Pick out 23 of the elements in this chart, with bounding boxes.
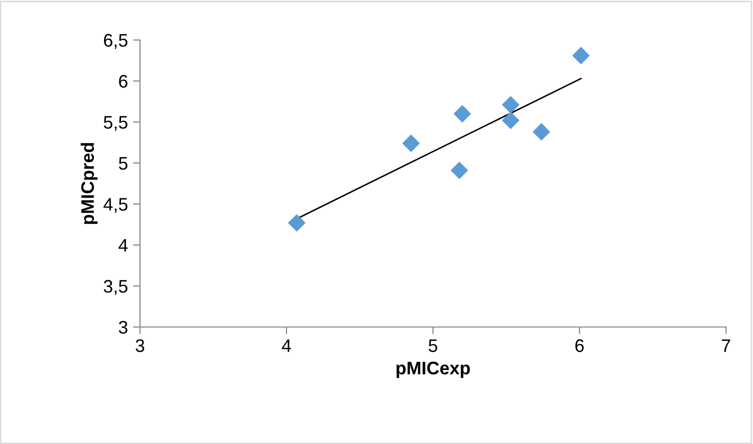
x-tick-label: 3 <box>136 339 144 352</box>
x-tick-label: 6 <box>575 339 584 352</box>
y-tick-label: 6 <box>119 74 128 88</box>
y-tick-label: 6,5 <box>104 34 128 49</box>
y-tick-label: 3 <box>118 320 128 334</box>
x-tick-label: 4 <box>282 339 291 352</box>
point <box>450 162 468 180</box>
point <box>572 46 590 64</box>
point <box>288 214 306 232</box>
x-tick-label: 5 <box>428 339 438 352</box>
y-tick-label: 3,5 <box>104 280 128 295</box>
point <box>402 134 420 152</box>
point <box>502 112 520 130</box>
y-tick-label: 5 <box>118 157 128 170</box>
y-axis-title: pMICpred <box>80 143 98 224</box>
y-tick-label: 5,5 <box>104 116 128 131</box>
x-axis-title: pMICexp <box>396 362 470 378</box>
point <box>502 96 520 114</box>
y-tick-label: 4 <box>118 239 128 252</box>
point <box>454 105 472 123</box>
x-tick-label: 7 <box>722 339 730 352</box>
point <box>532 123 550 141</box>
y-tick-label: 4,5 <box>104 198 128 213</box>
